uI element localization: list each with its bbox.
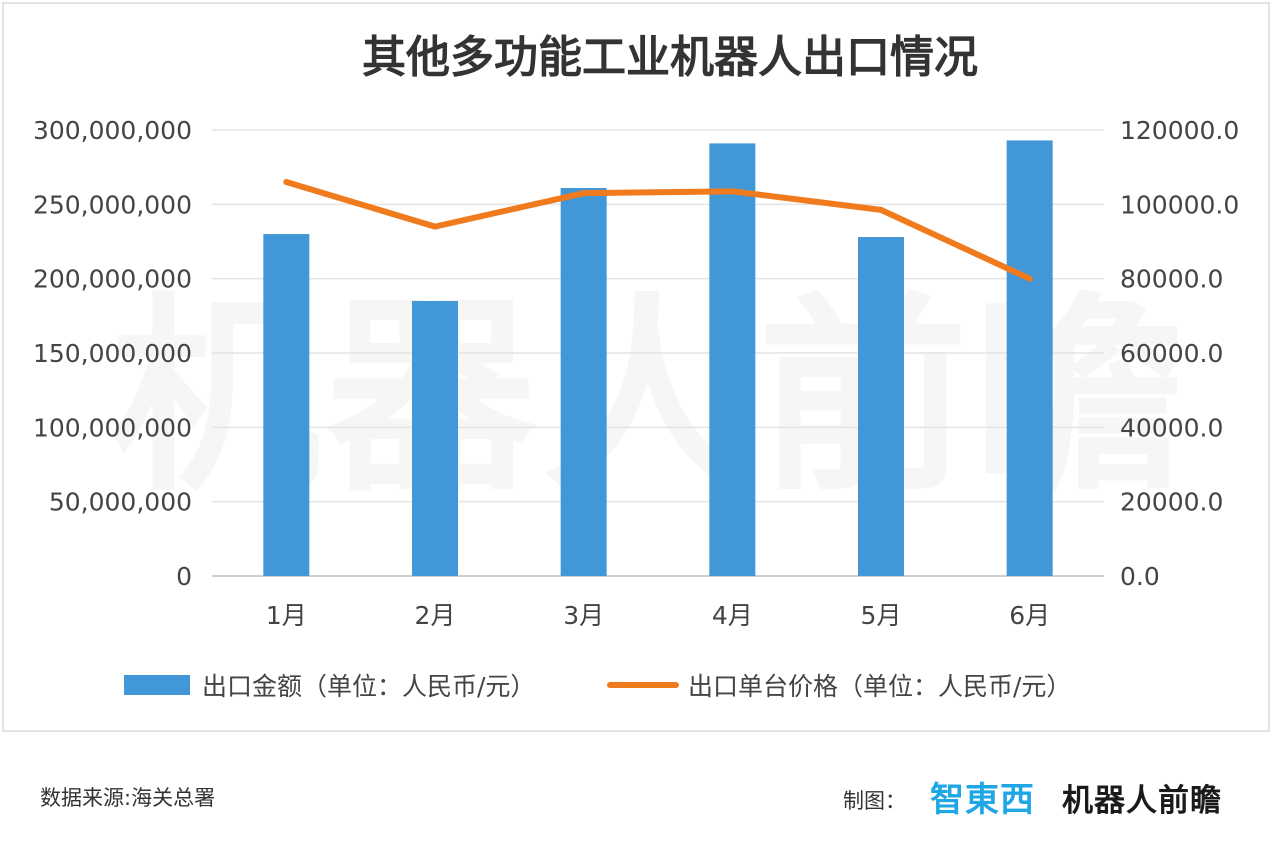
legend-swatch-amount (124, 675, 190, 695)
bar-3 (560, 187, 607, 577)
x-tick-label: 5月 (861, 601, 902, 630)
y-left-tick-label: 50,000,000 (49, 488, 192, 517)
zhidx-logo: 智東西 (930, 780, 1035, 820)
bar-1 (263, 234, 310, 577)
line-point-3 (580, 190, 587, 197)
y-left-tick-label: 150,000,000 (33, 339, 192, 368)
data-source-note: 数据来源:海关总署 (40, 786, 216, 810)
y-right-tick-label: 120000.0 (1120, 116, 1239, 145)
bar-4 (709, 143, 756, 576)
x-tick-label: 6月 (1009, 601, 1050, 630)
legend-label-price: 出口单台价格（单位：人民币/元） (688, 672, 1071, 701)
y-right-tick-label: 0.0 (1120, 562, 1160, 591)
credit-label: 制图： (843, 789, 906, 813)
bar-2 (412, 300, 458, 576)
line-point-1 (283, 179, 290, 186)
y-right-tick-label: 100000.0 (1120, 190, 1239, 219)
chart-title: 其他多功能工业机器人出口情况 (362, 32, 978, 83)
y-right-tick-label: 80000.0 (1120, 265, 1223, 294)
legend-label-amount: 出口金额（单位：人民币/元） (202, 672, 535, 701)
line-point-2 (432, 223, 438, 230)
line-point-4 (729, 188, 736, 195)
robot-frontier-logo: 机器人前瞻 (1062, 783, 1222, 819)
x-tick-label: 1月 (266, 601, 307, 630)
chart-panel (2, 2, 1270, 732)
line-point-5 (878, 206, 884, 213)
y-right-tick-label: 20000.0 (1120, 488, 1223, 517)
bar-5 (858, 237, 904, 577)
x-tick-label: 2月 (415, 601, 456, 630)
y-left-tick-label: 250,000,000 (33, 190, 192, 219)
y-left-tick-label: 200,000,000 (33, 265, 192, 294)
y-left-tick-label: 0 (176, 562, 192, 591)
x-tick-label: 3月 (563, 601, 604, 630)
x-tick-label: 4月 (712, 601, 753, 630)
y-left-tick-label: 100,000,000 (33, 413, 192, 442)
line-series-price (283, 179, 1033, 282)
y-right-tick-label: 60000.0 (1120, 339, 1223, 368)
line-point-6 (1026, 275, 1033, 282)
bar-6 (1006, 140, 1053, 576)
y-right-tick-label: 40000.0 (1120, 413, 1223, 442)
y-left-tick-label: 300,000,000 (33, 116, 192, 145)
